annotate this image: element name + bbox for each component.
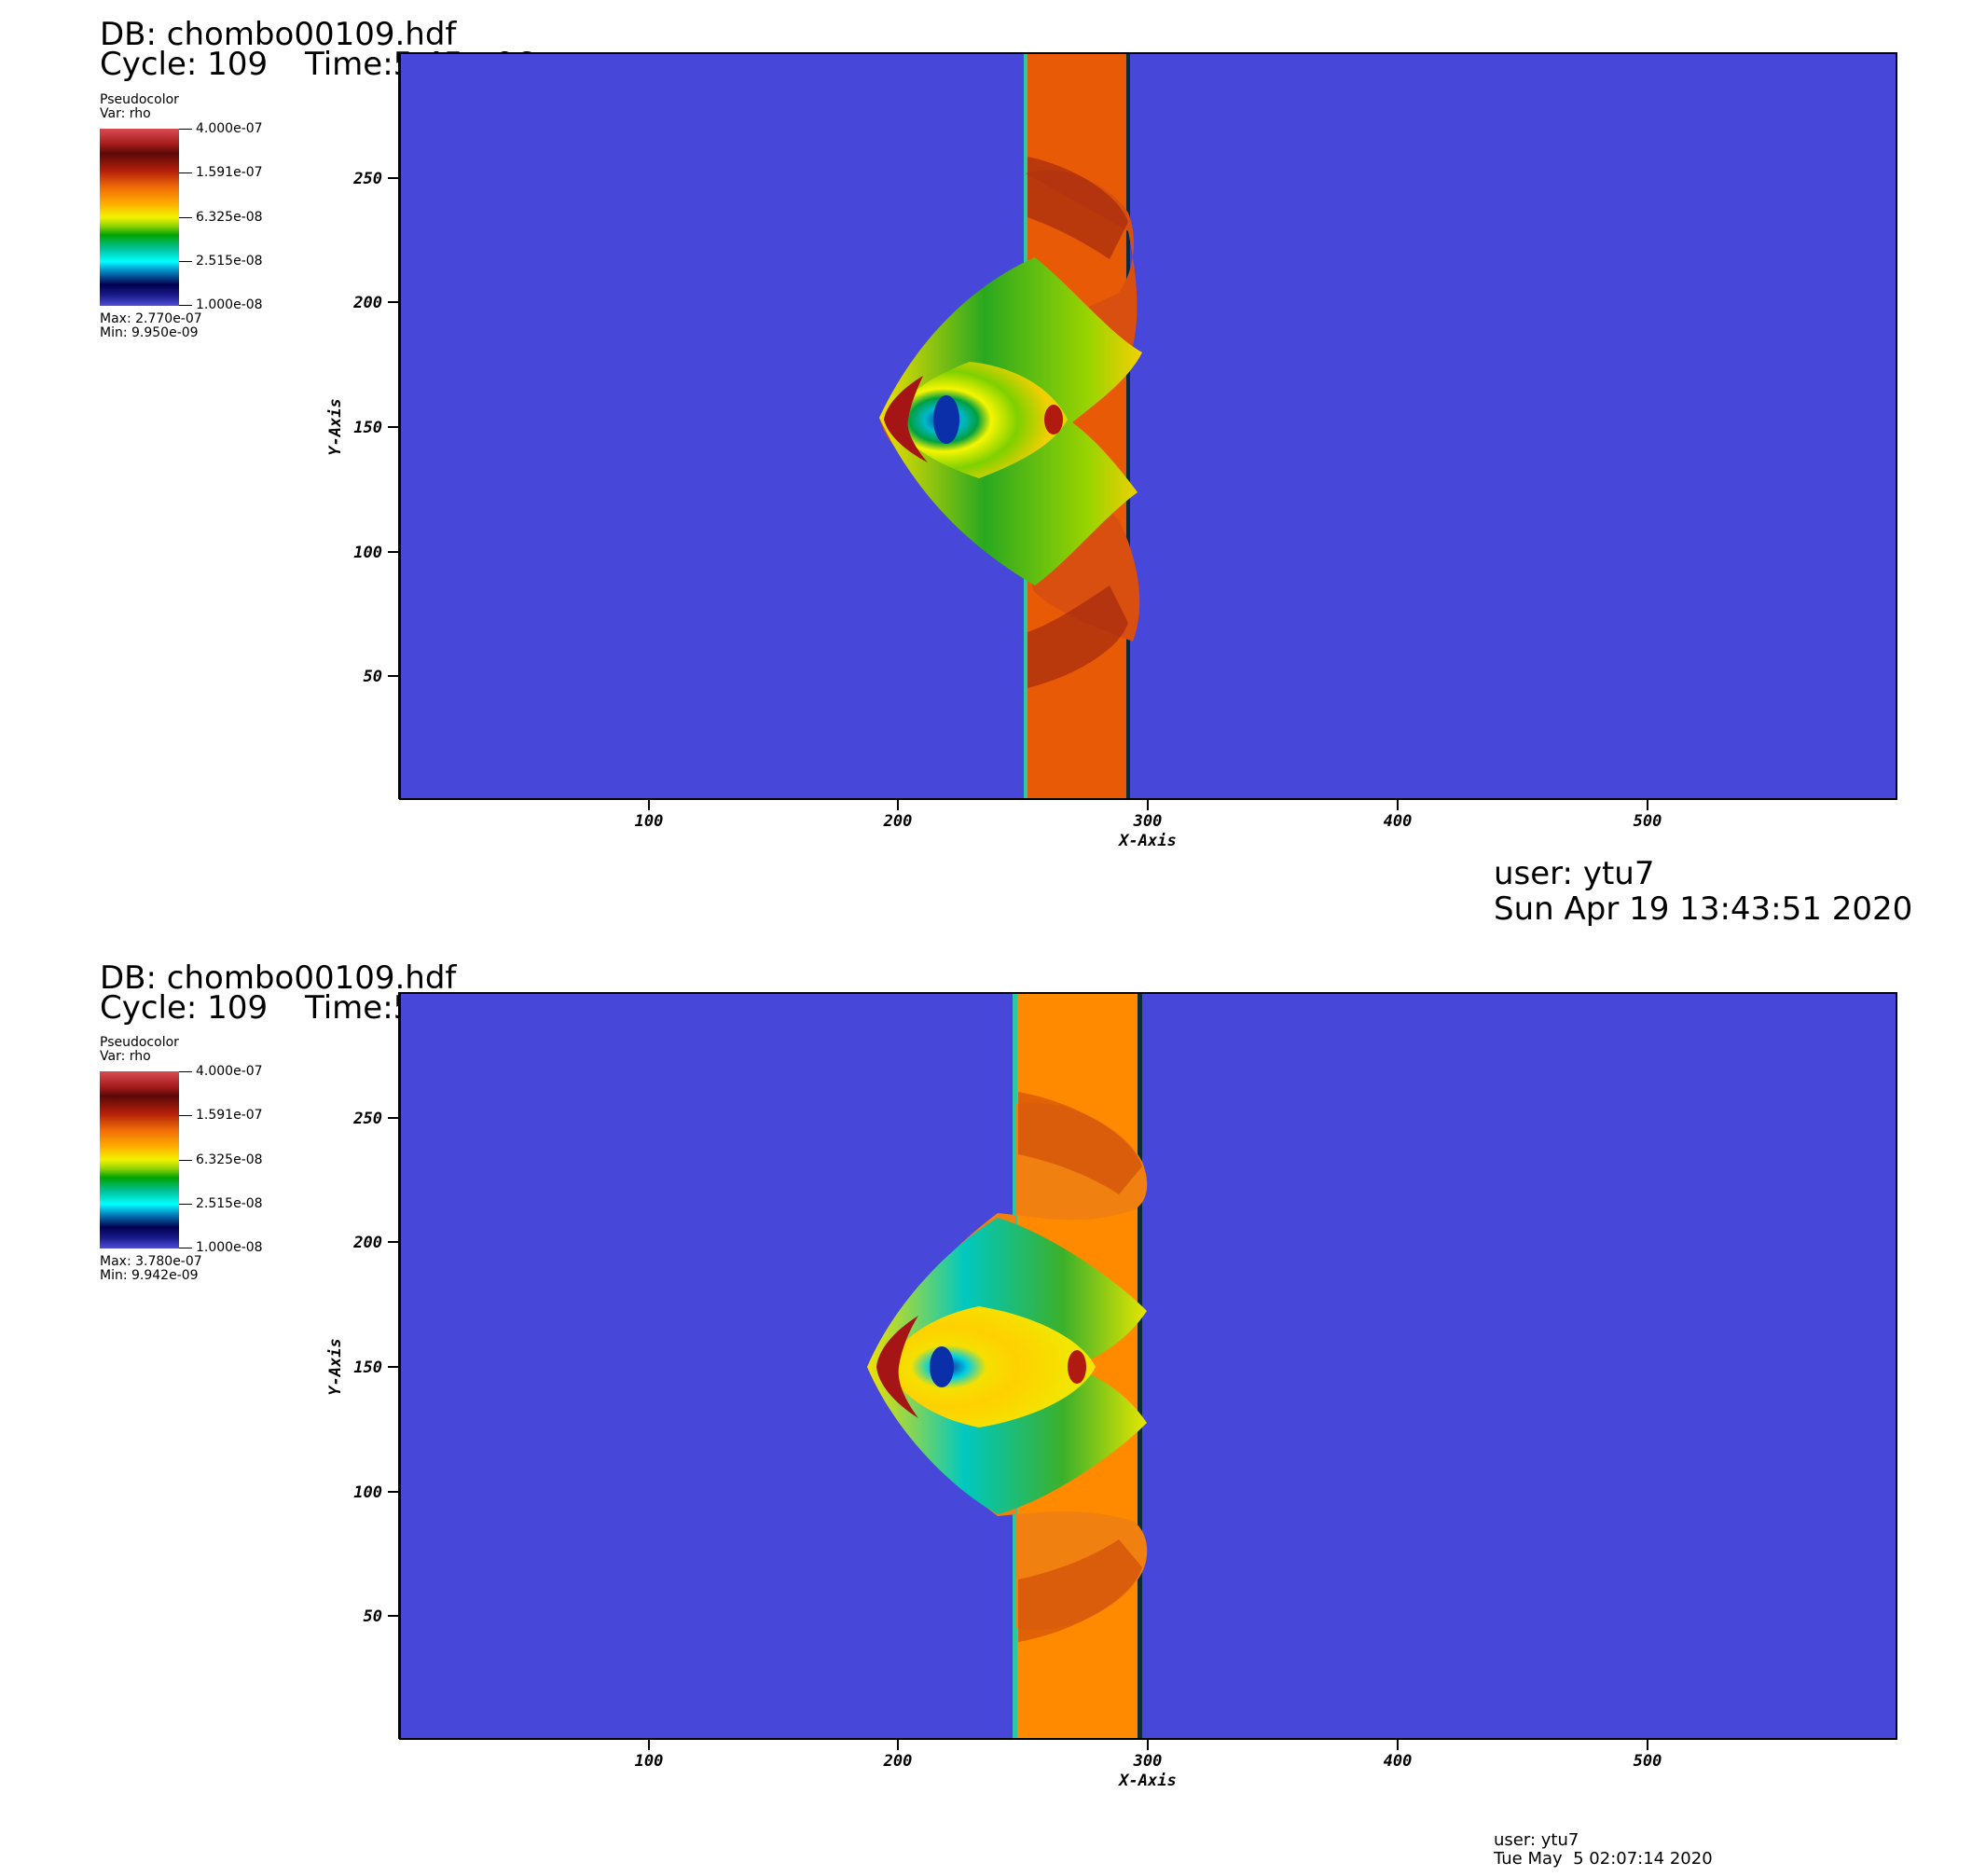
legend-min: Min: 9.942e-09 [100,1268,199,1283]
x-axis-label: X-Axis [1117,832,1176,850]
x-axis: 100 200 300 400 500 X-Axis [399,1738,1897,1790]
colorbar-tick [179,1160,192,1161]
colorbar-label: 4.000e-07 [196,121,263,136]
legend-max: Max: 2.770e-07 [100,311,202,326]
x-tick-label: 500 [1634,812,1662,831]
colorbar-tick [179,1071,192,1072]
colorbar-tick [179,129,192,130]
colorbar-label: 4.000e-07 [196,1064,263,1079]
colorbar-label: 1.000e-08 [196,297,263,312]
colorbar-label: 1.591e-07 [196,165,263,180]
colorbar-label: 1.591e-07 [196,1108,263,1123]
colorbar-tick [179,217,192,218]
y-axis-label: Y-Axis [326,1338,345,1395]
cycle-label: Cycle: 109 [100,989,269,1027]
y-tick-label: 250 [352,170,382,188]
x-tick-label: 100 [635,812,664,831]
colorbar-tick [179,305,192,306]
x-tick-label: 500 [1634,1752,1662,1771]
x-tick-label: 200 [883,1752,913,1771]
legend-var: Var: rho [100,1049,151,1064]
x-tick-label: 400 [1384,812,1413,831]
plot-panel-2: DB: chombo00109.hdf Cycle: 109 Time:5.45… [0,942,1986,1874]
colorbar [100,129,179,306]
x-tick-label: 300 [1133,1752,1163,1771]
legend-plot-type: Pseudocolor [100,1035,179,1050]
axes: 100 200 300 400 500 X-Axis 50 100 150 20… [326,52,1897,850]
legend-min: Min: 9.950e-09 [100,325,199,340]
colorbar-label: 2.515e-08 [196,1196,263,1211]
colorbar-label: 1.000e-08 [196,1240,263,1255]
y-tick-label: 100 [353,544,382,562]
x-axis: 100 200 300 400 500 X-Axis [399,798,1897,850]
x-tick-label: 200 [883,812,913,831]
heatmap-plot [399,992,1897,1740]
x-axis-label: X-Axis [1117,1772,1176,1790]
y-tick-label: 150 [353,1359,382,1377]
x-tick-label: 400 [1384,1752,1413,1771]
legend-plot-type: Pseudocolor [100,92,179,107]
density-field [401,54,1896,798]
legend-max: Max: 3.780e-07 [100,1254,202,1269]
colorbar-label: 2.515e-08 [196,254,263,269]
heatmap-plot [399,52,1897,800]
cycle-label: Cycle: 109 [100,46,269,83]
y-axis-label: Y-Axis [326,398,345,455]
y-tick-label: 200 [352,1234,382,1252]
colorbar [100,1071,179,1248]
colorbar-tick [179,172,192,173]
user-label: user: ytu7 [1494,855,1655,892]
y-tick-label: 50 [364,668,382,686]
y-axis: 50 100 150 200 250 Y-Axis [326,992,400,1739]
legend-var: Var: rho [100,106,151,121]
colorbar-label: 6.325e-08 [196,1152,263,1167]
colorbar-tick [179,1115,192,1116]
axes: 100 200 300 400 500 X-Axis 50 100 150 20… [326,992,1897,1790]
x-tick-label: 300 [1133,812,1163,831]
user-label: user: ytu7 [1494,1830,1579,1850]
db-label: DB: chombo00109.hdf [100,16,457,53]
date-label: Tue May 5 02:07:14 2020 [1494,1849,1713,1869]
date-label: Sun Apr 19 13:43:51 2020 [1494,890,1913,928]
colorbar-tick [179,261,192,262]
plot-panel-1: DB: chombo00109.hdf Cycle: 109 Time:5.45… [0,0,1986,932]
y-tick-label: 50 [364,1607,382,1626]
density-field [401,994,1896,1738]
y-tick-label: 200 [352,294,382,312]
y-tick-label: 250 [352,1110,382,1128]
x-tick-label: 100 [635,1752,664,1771]
db-label: DB: chombo00109.hdf [100,959,457,997]
y-tick-label: 100 [353,1483,382,1502]
y-tick-label: 150 [353,419,382,437]
y-axis: 50 100 150 200 250 Y-Axis [326,52,400,799]
colorbar-label: 6.325e-08 [196,210,263,225]
colorbar-tick [179,1204,192,1205]
